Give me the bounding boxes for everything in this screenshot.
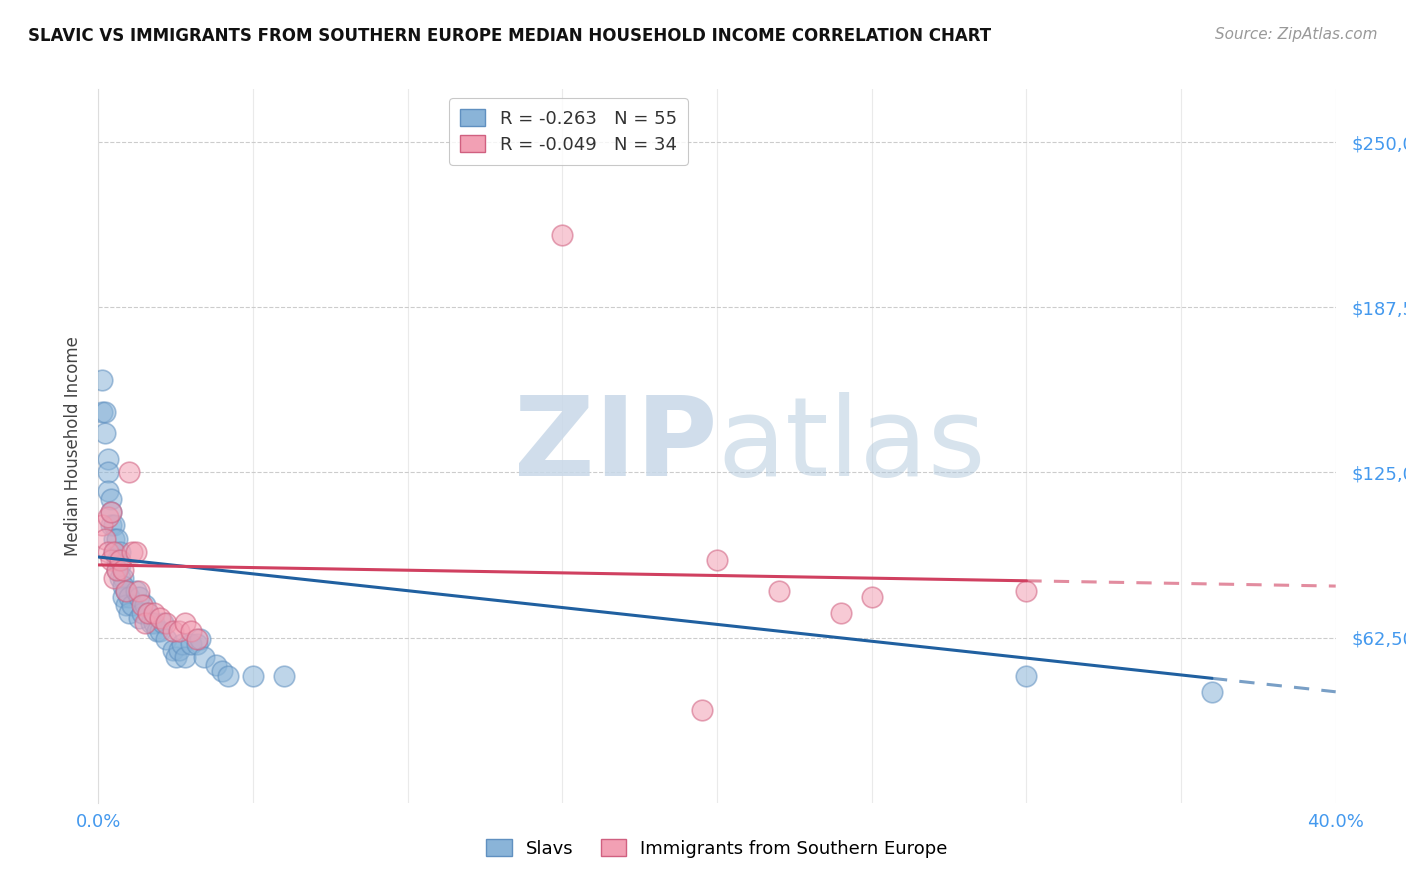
Point [690, 703, 713, 717]
Point [100, 552, 122, 566]
Point [112, 579, 135, 593]
Point [155, 632, 177, 646]
Point [139, 616, 162, 631]
Point [180, 624, 202, 638]
Point [97, 510, 120, 524]
Point [706, 552, 728, 566]
Point [186, 637, 208, 651]
Point [100, 505, 122, 519]
Point [186, 632, 208, 646]
Point [128, 590, 150, 604]
Point [108, 552, 131, 566]
Point [128, 611, 150, 625]
Point [167, 642, 190, 657]
Point [124, 584, 146, 599]
Point [115, 584, 138, 599]
Point [124, 545, 146, 559]
Point [128, 584, 150, 599]
Point [115, 598, 138, 612]
Point [152, 616, 174, 631]
Point [112, 571, 135, 585]
Point [105, 563, 128, 577]
Point [174, 616, 197, 631]
Point [97, 483, 120, 498]
Point [108, 545, 131, 559]
Point [90, 373, 112, 387]
Point [97, 466, 120, 480]
Point [103, 545, 125, 559]
Point [217, 669, 239, 683]
Point [174, 650, 197, 665]
Point [108, 558, 131, 572]
Point [115, 584, 138, 599]
Point [830, 606, 852, 620]
Point [131, 598, 153, 612]
Point [118, 466, 141, 480]
Point [103, 545, 125, 559]
Point [100, 491, 122, 506]
Text: Source: ZipAtlas.com: Source: ZipAtlas.com [1215, 27, 1378, 42]
Point [193, 650, 215, 665]
Point [105, 552, 128, 566]
Y-axis label: Median Household Income: Median Household Income [63, 336, 82, 556]
Point [134, 616, 156, 631]
Point [242, 669, 264, 683]
Point [90, 404, 112, 418]
Point [100, 518, 122, 533]
Point [97, 545, 120, 559]
Point [162, 624, 184, 638]
Point [105, 563, 128, 577]
Point [131, 606, 153, 620]
Point [93, 404, 115, 418]
Point [108, 571, 131, 585]
Point [105, 532, 128, 546]
Text: SLAVIC VS IMMIGRANTS FROM SOUTHERN EUROPE MEDIAN HOUSEHOLD INCOME CORRELATION CH: SLAVIC VS IMMIGRANTS FROM SOUTHERN EUROP… [28, 27, 991, 45]
Point [551, 227, 574, 242]
Point [121, 598, 143, 612]
Point [143, 616, 166, 631]
Point [170, 637, 193, 651]
Point [134, 598, 156, 612]
Point [146, 624, 169, 638]
Point [180, 637, 202, 651]
Point [162, 642, 184, 657]
Point [273, 669, 295, 683]
Point [100, 505, 122, 519]
Point [155, 616, 177, 631]
Point [143, 606, 166, 620]
Point [768, 584, 790, 599]
Point [149, 624, 172, 638]
Point [136, 606, 159, 620]
Point [136, 606, 159, 620]
Point [860, 590, 883, 604]
Point [121, 545, 143, 559]
Point [118, 606, 141, 620]
Point [1015, 584, 1038, 599]
Point [165, 650, 187, 665]
Point [112, 590, 135, 604]
Point [211, 664, 233, 678]
Point [118, 590, 141, 604]
Text: atlas: atlas [717, 392, 986, 500]
Point [103, 571, 125, 585]
Point [1015, 669, 1038, 683]
Point [90, 518, 112, 533]
Point [112, 563, 135, 577]
Point [190, 632, 212, 646]
Point [149, 611, 172, 625]
Point [167, 624, 190, 638]
Point [1201, 685, 1223, 699]
Text: ZIP: ZIP [513, 392, 717, 500]
Point [103, 532, 125, 546]
Legend: Slavs, Immigrants from Southern Europe: Slavs, Immigrants from Southern Europe [479, 832, 955, 865]
Point [103, 518, 125, 533]
Point [93, 532, 115, 546]
Point [97, 452, 120, 467]
Point [205, 658, 228, 673]
Point [93, 425, 115, 440]
